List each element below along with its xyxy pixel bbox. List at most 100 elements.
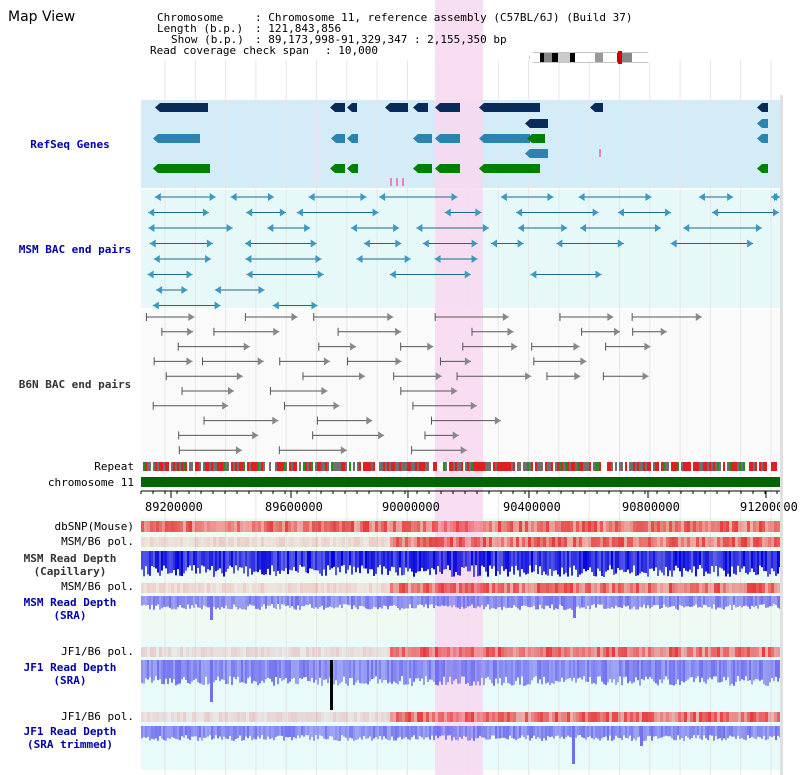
- msm-b6-pol-mark: [141, 537, 144, 547]
- dbsnp-mark: [141, 521, 144, 532]
- msm-bac-end: [148, 208, 155, 217]
- msm-bac-end: [308, 193, 315, 201]
- msm-capillary-depth-bar: [591, 551, 593, 572]
- msm-b6-pol-mark-2: [522, 583, 525, 593]
- msm-capillary-depth-bar: [725, 551, 727, 577]
- msm-capillary-depth-bar: [445, 551, 447, 570]
- msm-bac-end: [296, 208, 303, 217]
- refseq-gene: [484, 164, 540, 173]
- dbsnp-mark: [447, 521, 450, 532]
- jf1-trimmed-depth-bar: [657, 726, 659, 739]
- msm-b6-pol-mark-2: [339, 583, 342, 593]
- msm-sra-depth-bar: [719, 596, 721, 608]
- msm-b6-pol-mark: [768, 537, 771, 547]
- jf1-sra-depth-bar: [151, 660, 153, 683]
- jf1-b6-pol-mark-2: [738, 712, 741, 722]
- msm-capillary-depth-bar: [611, 551, 613, 570]
- jf1-b6-pol-mark: [606, 647, 609, 657]
- msm-b6-pol-mark: [360, 537, 363, 547]
- dbsnp-mark: [528, 521, 531, 532]
- jf1-trimmed-depth-bar: [625, 726, 627, 738]
- msm-b6-pol-mark-2: [600, 583, 603, 593]
- repeat-mark: [527, 462, 529, 471]
- msm-sra-depth-bar: [327, 596, 329, 608]
- msm-b6-pol-mark-2: [621, 583, 624, 593]
- msm-bac-end: [471, 255, 478, 263]
- jf1-sra-depth-bar: [737, 660, 739, 677]
- jf1-trimmed-depth-bar: [501, 726, 503, 738]
- dbsnp-mark: [309, 521, 312, 532]
- msm-b6-pol-mark: [345, 537, 348, 547]
- jf1-sra-depth-bar: [167, 660, 169, 684]
- jf1-trimmed-depth-bar: [635, 726, 637, 741]
- msm-b6-pol-mark: [264, 537, 267, 547]
- jf1-b6-pol-mark-2: [651, 712, 654, 722]
- msm-bac-end: [246, 208, 253, 217]
- msm-b6-pol-mark: [432, 537, 435, 547]
- msm-capillary-depth-bar: [157, 551, 159, 573]
- msm-b6-pol-mark: [279, 537, 282, 547]
- jf1-b6-pol-mark-2: [573, 712, 576, 722]
- msm-capillary-depth-bar: [649, 551, 651, 569]
- msm-capillary-depth-bar: [207, 551, 209, 570]
- msm-bac-end: [500, 193, 507, 201]
- ideogram-band: [544, 53, 552, 62]
- jf1-sra-depth-bar: [589, 660, 591, 677]
- repeat-mark: [657, 462, 659, 471]
- msm-b6-pol-mark-2: [183, 583, 186, 593]
- jf1-b6-pol-mark: [438, 647, 441, 657]
- b6n-bac-end: [435, 372, 442, 381]
- msm-bac-end: [444, 208, 451, 217]
- jf1-b6-pol-mark: [267, 647, 270, 657]
- msm-b6-pol-mark: [480, 537, 483, 547]
- jf1-sra-depth-bar: [459, 660, 461, 684]
- b6n-bac-end: [366, 416, 373, 425]
- jf1-sra-depth-bar-spike: [210, 660, 213, 702]
- jf1-b6-pol-mark: [744, 647, 747, 657]
- msm-b6-pol-mark-2: [429, 583, 432, 593]
- jf1-sra-depth-bar: [175, 660, 177, 686]
- msm-sra-depth-bar: [181, 596, 183, 608]
- track-label-b6n-bac[interactable]: B6N BAC end pairs: [18, 378, 132, 391]
- jf1-b6-pol-mark-2: [459, 712, 462, 722]
- dbsnp-mark: [591, 521, 594, 532]
- jf1-trimmed-depth-bar: [381, 726, 383, 740]
- repeat-mark: [517, 462, 519, 471]
- ideogram-band: [603, 53, 617, 62]
- msm-capillary-depth-bar: [215, 551, 217, 572]
- msm-capillary-depth-bar: [211, 551, 213, 566]
- msm-b6-pol-mark-2: [612, 583, 615, 593]
- msm-sra-depth-bar: [731, 596, 733, 610]
- jf1-b6-pol-mark-2: [678, 712, 681, 722]
- msm-b6-pol-mark-2: [246, 583, 249, 593]
- jf1-trimmed-depth-bar: [341, 726, 343, 736]
- dbsnp-mark: [510, 521, 513, 532]
- track-label-refseq[interactable]: RefSeq Genes: [30, 138, 110, 151]
- dbsnp-mark: [519, 521, 522, 532]
- repeat-mark: [681, 462, 683, 471]
- jf1-b6-pol-mark-2: [342, 712, 345, 722]
- repeat-mark: [163, 462, 165, 471]
- msm-sra-depth-bar: [525, 596, 527, 606]
- jf1-b6-pol-mark-2: [504, 712, 507, 722]
- jf1-sra-depth-bar: [471, 660, 473, 686]
- msm-sra-depth-bar: [637, 596, 639, 610]
- jf1-trimmed-depth-bar-spike: [640, 726, 643, 746]
- msm-b6-pol-mark-2: [249, 583, 252, 593]
- jf1-sra-depth-bar: [653, 660, 655, 682]
- msm-capillary-depth-bar: [463, 551, 465, 568]
- msm-sra-depth-bar: [541, 596, 543, 609]
- jf1-b6-pol-mark-2: [681, 712, 684, 722]
- jf1-trimmed-depth-bar: [201, 726, 203, 741]
- msm-capillary-depth-bar: [509, 551, 511, 572]
- ideogram-band: [632, 53, 652, 62]
- track-label-msm-bac[interactable]: MSM BAC end pairs: [18, 243, 132, 256]
- repeat-mark: [427, 462, 429, 471]
- jf1-b6-pol-mark: [534, 647, 537, 657]
- jf1-sra-depth-bar: [559, 660, 561, 682]
- msm-b6-pol-mark-2: [648, 583, 651, 593]
- repeat-mark: [721, 462, 723, 471]
- msm-b6-pol-mark: [219, 537, 222, 547]
- gene-arrow: [153, 134, 158, 143]
